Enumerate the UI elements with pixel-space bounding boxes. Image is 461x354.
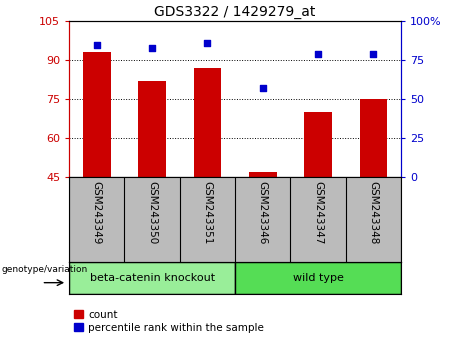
Text: beta-catenin knockout: beta-catenin knockout [89, 273, 215, 283]
Point [148, 45, 156, 51]
Bar [194, 68, 221, 177]
Bar [249, 172, 277, 177]
Legend: count, percentile rank within the sample: count, percentile rank within the sample [74, 310, 264, 333]
Bar [83, 52, 111, 177]
Text: GSM243350: GSM243350 [147, 181, 157, 245]
Text: wild type: wild type [293, 273, 343, 283]
Bar [360, 99, 387, 177]
Text: GSM243348: GSM243348 [368, 181, 378, 245]
Text: GSM243347: GSM243347 [313, 181, 323, 245]
Text: GSM243349: GSM243349 [92, 181, 102, 245]
Bar [138, 81, 166, 177]
Text: genotype/variation: genotype/variation [1, 266, 88, 274]
Point [314, 51, 322, 57]
Point [93, 42, 100, 47]
Point [204, 40, 211, 46]
Text: GSM243346: GSM243346 [258, 181, 268, 245]
Point [370, 51, 377, 57]
Bar [304, 112, 332, 177]
Bar [235, 262, 401, 294]
Text: GSM243351: GSM243351 [202, 181, 213, 245]
Point [259, 85, 266, 91]
Bar [69, 262, 235, 294]
Title: GDS3322 / 1429279_at: GDS3322 / 1429279_at [154, 5, 316, 19]
